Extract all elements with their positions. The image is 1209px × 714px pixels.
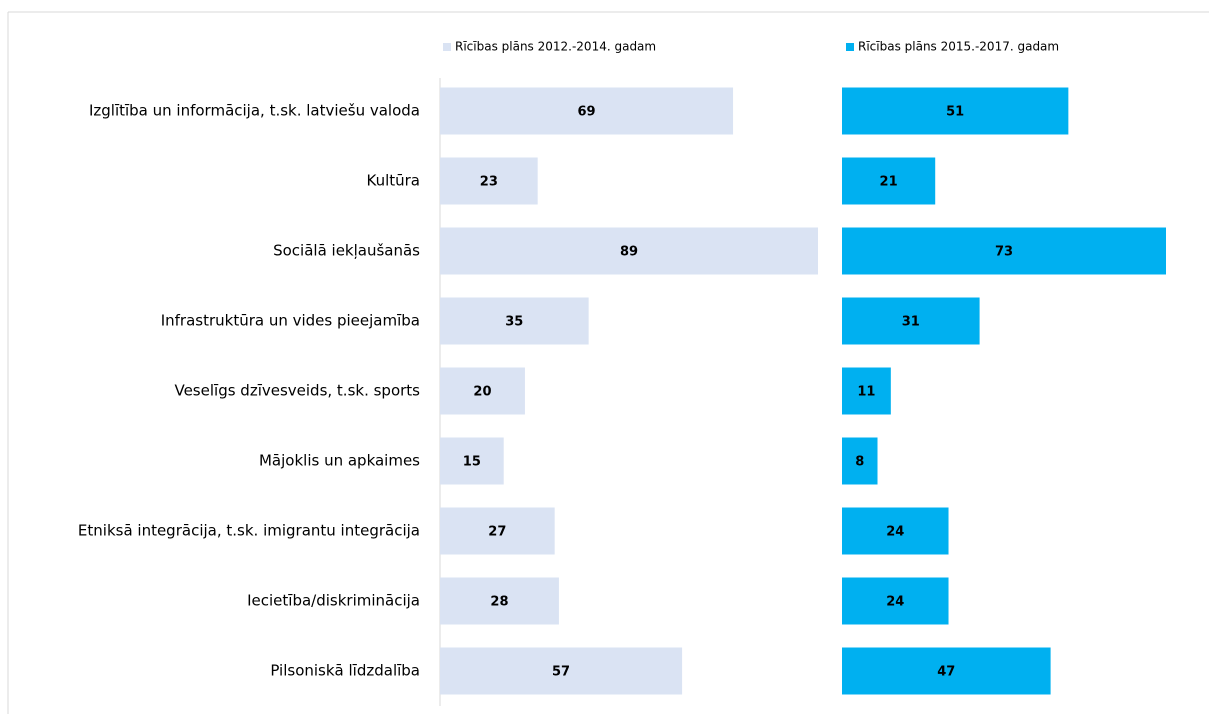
bar — [842, 647, 1051, 695]
category-label: Kultūra — [366, 172, 420, 190]
category-label: Sociālā iekļaušanās — [273, 242, 420, 260]
data-label: 27 — [488, 525, 506, 540]
bar — [842, 367, 891, 415]
bar — [842, 227, 1166, 275]
data-label: 69 — [577, 105, 595, 120]
bar — [440, 227, 818, 275]
category-label: Pilsoniskā līdzdalība — [270, 662, 420, 680]
bar — [440, 157, 538, 205]
data-label: 51 — [946, 105, 964, 120]
data-label: 15 — [463, 455, 481, 470]
bar — [842, 87, 1069, 135]
bar — [440, 367, 525, 415]
data-label: 31 — [902, 315, 920, 330]
bar — [842, 577, 949, 625]
data-label: 11 — [857, 385, 875, 400]
bar — [440, 297, 589, 345]
bar — [440, 437, 504, 485]
bar — [842, 157, 936, 205]
legend-label: Rīcības plāns 2015.-2017. gadam — [858, 40, 1059, 54]
category-label: Iecietība/diskriminācija — [247, 592, 420, 610]
category-label: Etniksā integrācija, t.sk. imigrantu int… — [78, 522, 420, 540]
data-label: 47 — [937, 665, 955, 680]
legend-swatch — [443, 43, 451, 51]
data-label: 35 — [505, 315, 523, 330]
bar — [842, 507, 949, 555]
legend-swatch — [846, 43, 854, 51]
data-label: 8 — [855, 455, 864, 470]
data-label: 89 — [620, 245, 638, 260]
bar — [440, 577, 559, 625]
bar — [440, 87, 734, 135]
bar — [440, 647, 683, 695]
category-label: Infrastruktūra un vides pieejamība — [161, 312, 420, 330]
data-label: 24 — [886, 525, 904, 540]
bar — [842, 297, 980, 345]
bar — [440, 507, 555, 555]
category-label: Izglītība un informācija, t.sk. latviešu… — [89, 102, 420, 120]
bar — [842, 437, 878, 485]
category-label: Mājoklis un apkaimes — [259, 452, 420, 470]
data-label: 20 — [473, 385, 491, 400]
data-label: 28 — [490, 595, 508, 610]
data-label: 73 — [995, 245, 1013, 260]
data-label: 23 — [480, 175, 498, 190]
legend-label: Rīcības plāns 2012.-2014. gadam — [455, 40, 656, 54]
category-label: Veselīgs dzīvesveids, t.sk. sports — [174, 382, 420, 400]
data-label: 24 — [886, 595, 904, 610]
data-label: 21 — [880, 175, 898, 190]
data-label: 57 — [552, 665, 570, 680]
